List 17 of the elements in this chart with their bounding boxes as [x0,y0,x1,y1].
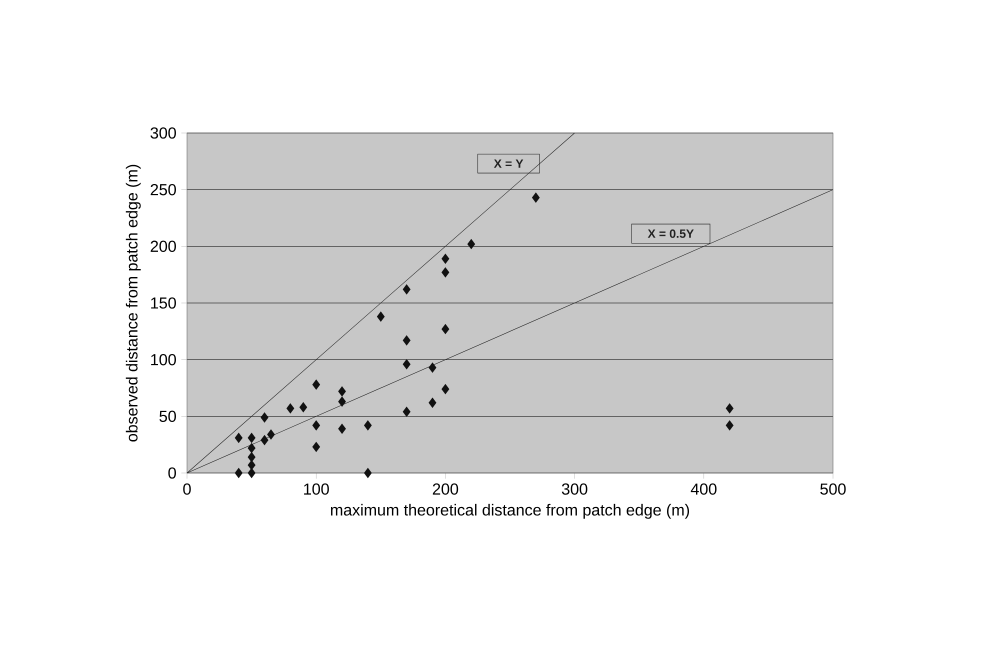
series-label: X = 0.5Y [648,229,694,238]
series-label: X = Y [494,159,524,168]
x-axis-title: maximum theoretical distance from patch edge (m) [331,504,690,519]
x-tick-label: 200 [432,483,458,495]
y-tick-label: 100 [151,354,176,366]
y-tick-label: 200 [150,240,176,252]
y-axis-title: observed distance from patch edge (m) [126,164,141,442]
x-tick-label: 0 [183,483,191,495]
y-tick-label: 250 [150,184,176,196]
x-tick-label: 400 [690,483,717,495]
x-tick-label: 500 [820,483,846,495]
x-tick-label: 300 [562,483,588,495]
y-tick-label: 0 [168,467,176,479]
y-tick-label: 150 [151,297,176,309]
y-tick-label: 300 [150,127,176,139]
x-tick-label: 100 [304,483,329,495]
y-tick-label: 50 [159,410,176,422]
